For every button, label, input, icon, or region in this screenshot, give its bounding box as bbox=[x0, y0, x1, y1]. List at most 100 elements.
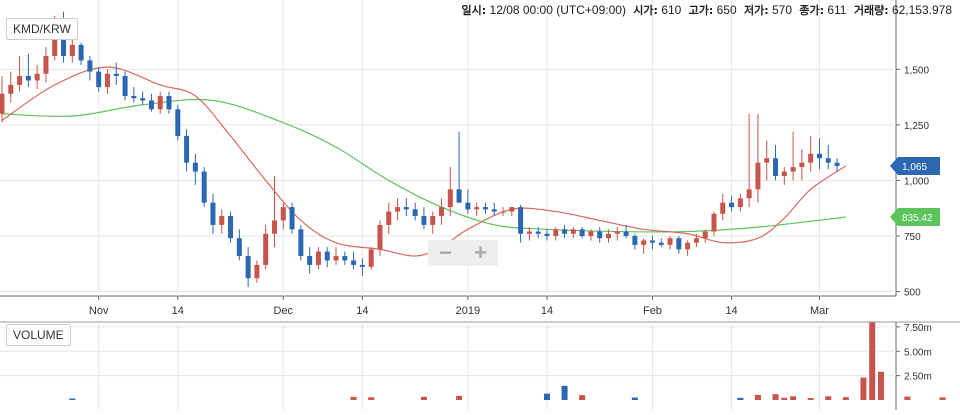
candle-body-down bbox=[201, 171, 207, 203]
candle-body-up bbox=[254, 264, 260, 279]
high-label: 고가: bbox=[688, 4, 714, 17]
volume-bar-up bbox=[420, 396, 427, 400]
candle-body-down bbox=[96, 71, 102, 88]
date-value: 12/08 00:00 (UTC+09:00) bbox=[489, 3, 626, 17]
candle-body-up bbox=[104, 73, 110, 88]
candle-body-down bbox=[175, 109, 181, 136]
candle-body-down bbox=[192, 162, 198, 172]
candle-body-up bbox=[641, 240, 647, 245]
candle-body-down bbox=[773, 158, 779, 176]
moving-average-long-line bbox=[1, 98, 846, 233]
volume-bar-up bbox=[825, 396, 832, 400]
candle-body-up bbox=[430, 216, 436, 225]
candle-body-up bbox=[588, 231, 594, 236]
candle-body-up bbox=[693, 238, 699, 243]
candle-body-up bbox=[746, 189, 752, 199]
volume-value: 62,153.978 bbox=[891, 3, 952, 17]
volume-tick-label: 5.00m bbox=[904, 347, 932, 358]
candle-body-down bbox=[676, 238, 682, 250]
candle-body-up bbox=[395, 207, 401, 212]
candle-body-down bbox=[359, 264, 365, 267]
price-tag-marker bbox=[890, 208, 940, 227]
price-tag-label: 1,065 bbox=[902, 162, 927, 173]
candle-body-up bbox=[509, 207, 515, 212]
candle-body-up bbox=[685, 242, 691, 250]
candle-body-down bbox=[403, 207, 409, 210]
candle-body-down bbox=[61, 24, 67, 56]
candle-body-down bbox=[562, 229, 568, 234]
candle-body-up bbox=[17, 76, 23, 85]
candle-body-down bbox=[289, 207, 295, 230]
candle-body-up bbox=[333, 256, 339, 261]
candle-body-down bbox=[166, 96, 172, 110]
candle-body-down bbox=[518, 207, 524, 234]
y-tick-label: 750 bbox=[904, 232, 921, 243]
candle-body-down bbox=[834, 162, 840, 166]
candle-body-down bbox=[491, 209, 497, 212]
candle-body-up bbox=[526, 231, 532, 234]
candle-body-down bbox=[535, 231, 541, 234]
candle-body-up bbox=[702, 231, 708, 239]
candle-body-up bbox=[368, 249, 374, 267]
candle-body-down bbox=[184, 136, 190, 163]
volume-bar-up bbox=[904, 396, 911, 400]
x-tick-label: 14 bbox=[172, 305, 184, 317]
candle-body-up bbox=[474, 207, 480, 210]
candle-body-down bbox=[342, 256, 348, 261]
candle-body-up bbox=[271, 220, 277, 234]
y-tick-label: 500 bbox=[904, 288, 921, 299]
low-label: 저가: bbox=[744, 4, 769, 17]
candle-body-down bbox=[597, 231, 603, 239]
candle-body-down bbox=[25, 76, 31, 81]
volume-bar-up bbox=[869, 322, 876, 400]
candle-body-down bbox=[658, 242, 664, 245]
open-label: 시가: bbox=[633, 4, 658, 17]
candle-body-up bbox=[0, 93, 5, 114]
price-tag-marker bbox=[890, 157, 940, 175]
y-tick-label: 1,250 bbox=[904, 121, 929, 132]
x-tick-label: Nov bbox=[89, 305, 109, 317]
volume-bar-down bbox=[631, 397, 638, 400]
candle-body-down bbox=[816, 153, 822, 159]
candle-body-down bbox=[122, 76, 128, 96]
candle-body-down bbox=[140, 98, 146, 101]
candle-body-up bbox=[52, 24, 58, 56]
zoom-in-button[interactable]: + bbox=[474, 240, 487, 265]
candle-body-down bbox=[579, 229, 585, 236]
candle-body-down bbox=[632, 236, 638, 245]
candle-body-up bbox=[386, 211, 392, 225]
candle-body-up bbox=[69, 44, 75, 56]
candle-body-down bbox=[544, 233, 550, 236]
candle-body-up bbox=[790, 167, 796, 172]
candle-body-down bbox=[412, 209, 418, 216]
x-tick-label: 2019 bbox=[456, 305, 480, 317]
pair-tag: KMD/KRW bbox=[6, 18, 78, 40]
candle-body-down bbox=[623, 231, 629, 236]
open-value: 610 bbox=[661, 3, 682, 17]
candle-body-down bbox=[307, 256, 313, 265]
candle-body-up bbox=[447, 189, 453, 208]
candle-body-up bbox=[808, 153, 814, 163]
candle-body-down bbox=[113, 73, 119, 76]
candle-body-down bbox=[210, 202, 216, 225]
volume-tag: VOLUME bbox=[6, 324, 71, 346]
candle-body-down bbox=[131, 96, 137, 99]
candle-body-up bbox=[377, 224, 383, 250]
y-tick-label: 1,000 bbox=[904, 176, 929, 187]
volume-bar-down bbox=[561, 385, 568, 400]
x-tick-label: 14 bbox=[541, 305, 553, 317]
volume-bar-up bbox=[579, 395, 586, 400]
volume-bar-up bbox=[368, 397, 375, 400]
volume-bar-up bbox=[781, 397, 788, 400]
volume-bar-up bbox=[807, 398, 814, 400]
candle-body-up bbox=[711, 213, 717, 232]
ohlc-info-bar: 일시: 12/08 00:00 (UTC+09:00) 시가: 610 고가: … bbox=[462, 2, 956, 18]
volume-bar-up bbox=[860, 377, 867, 400]
candle-body-up bbox=[8, 84, 14, 94]
zoom-out-button[interactable]: − bbox=[439, 240, 452, 265]
volume-bar-up bbox=[878, 371, 884, 400]
candle-body-down bbox=[78, 44, 84, 61]
volume-bar-up bbox=[842, 397, 849, 400]
